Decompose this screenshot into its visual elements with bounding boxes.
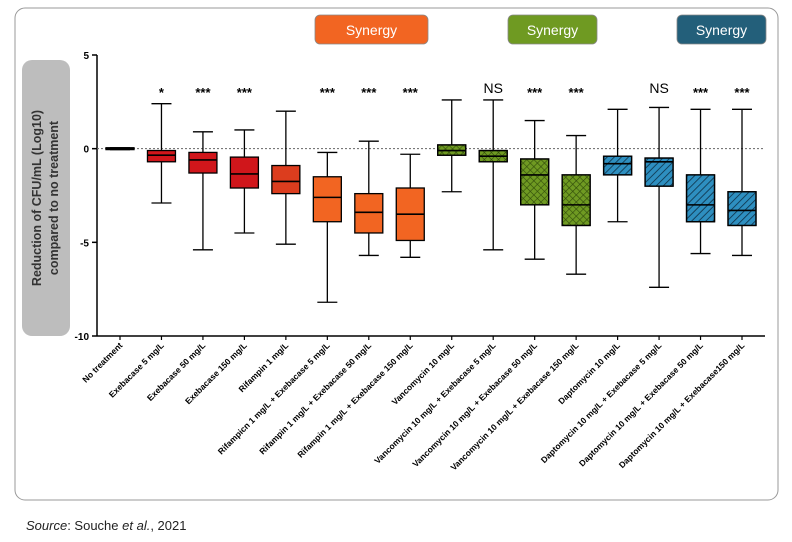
y-tick-label: -10	[75, 332, 90, 343]
chart: Reduction of CFU/mL (Log10) compared to …	[14, 7, 779, 501]
box	[146, 149, 177, 163]
source: Source: Souche et al., 2021	[26, 518, 186, 533]
synergy-label: Synergy	[696, 22, 747, 38]
significance-label: ***	[569, 85, 585, 100]
box	[229, 156, 260, 189]
significance-label: ***	[734, 85, 750, 100]
y-tick-label: 0	[83, 145, 89, 156]
source-year: , 2021	[150, 518, 187, 533]
x-tick-label: No treatment	[80, 340, 124, 384]
source-text: : Souche	[67, 518, 123, 533]
box	[188, 151, 218, 174]
source-label: Source	[26, 518, 68, 533]
box-hatch	[644, 157, 674, 187]
synergy-label: Synergy	[346, 22, 397, 38]
box-hatch	[602, 155, 633, 176]
significance-label: NS	[483, 80, 502, 96]
significance-label: NS	[649, 80, 668, 96]
box-hatch	[727, 191, 757, 227]
y-tick-label: -5	[80, 238, 89, 249]
y-label: compared to no treatment	[47, 120, 61, 275]
synergy-label: Synergy	[527, 22, 578, 38]
box	[312, 176, 342, 223]
box	[354, 192, 384, 234]
synergy-box	[314, 14, 429, 45]
significance-label: ***	[527, 85, 543, 100]
frame	[14, 7, 779, 501]
significance-label: ***	[693, 85, 709, 100]
box-hatch	[561, 174, 591, 227]
synergy-box	[507, 14, 598, 45]
significance-label: ***	[195, 85, 211, 100]
significance-label: ***	[320, 85, 336, 100]
box-hatch	[520, 158, 550, 206]
significance-label: ***	[237, 85, 253, 100]
box	[271, 164, 301, 195]
y-label-box	[22, 60, 70, 336]
y-label: Reduction of CFU/mL (Log10)	[30, 110, 44, 286]
box-hatch	[685, 174, 716, 223]
y-tick-label: 5	[83, 51, 89, 62]
synergy-box	[676, 14, 767, 45]
significance-label: ***	[361, 85, 377, 100]
significance-label: ***	[403, 85, 419, 100]
significance-label: *	[159, 85, 165, 100]
source-etal: et al.	[122, 518, 151, 533]
